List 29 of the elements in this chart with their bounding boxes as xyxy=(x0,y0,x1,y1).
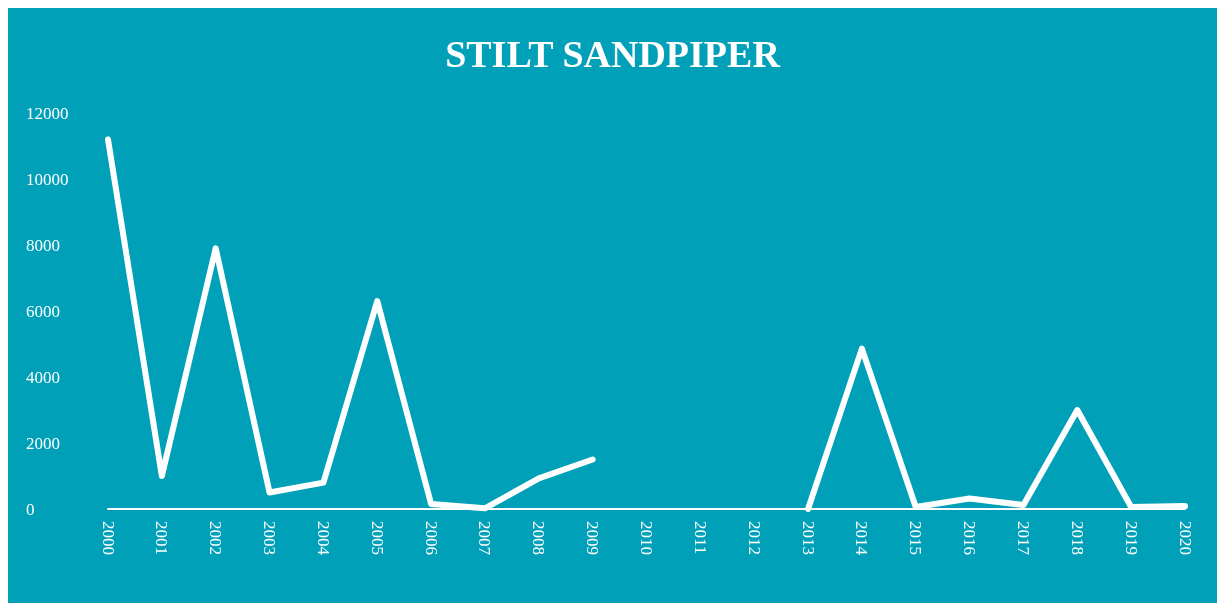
x-tick-label: 2007 xyxy=(475,521,495,556)
y-tick-label: 8000 xyxy=(26,235,60,255)
x-tick-label: 2013 xyxy=(798,521,818,555)
y-tick-label: 10000 xyxy=(26,169,69,189)
chart-title: STILT SANDPIPER xyxy=(445,33,781,75)
y-tick-label: 12000 xyxy=(26,103,69,123)
y-tick-label: 6000 xyxy=(26,301,60,321)
x-tick-label: 2010 xyxy=(637,521,656,555)
x-tick-label: 2009 xyxy=(583,521,603,555)
x-tick-label: 2008 xyxy=(529,521,549,555)
x-tick-label: 2005 xyxy=(367,521,387,555)
x-tick-label: 2016 xyxy=(960,521,980,555)
x-tick-label: 2020 xyxy=(1175,521,1195,555)
x-tick-label: 2002 xyxy=(206,521,226,555)
x-tick-label: 2004 xyxy=(313,521,333,556)
x-tick-label: 2012 xyxy=(744,521,764,555)
y-tick-label: 0 xyxy=(26,499,35,519)
y-tick-label: 4000 xyxy=(26,367,60,387)
x-tick-label: 2011 xyxy=(690,521,710,555)
x-tick-label: 2006 xyxy=(421,521,441,555)
x-tick-label: 2015 xyxy=(906,521,926,555)
x-tick-label: 2001 xyxy=(152,521,172,555)
x-tick-label: 2000 xyxy=(98,521,118,555)
y-tick-label: 2000 xyxy=(26,433,60,453)
x-tick-label: 2017 xyxy=(1013,521,1033,556)
x-tick-label: 2018 xyxy=(1067,521,1087,555)
x-tick-label: 2003 xyxy=(260,521,280,555)
x-tick-label: 2019 xyxy=(1121,521,1141,555)
x-tick-label: 2014 xyxy=(852,521,872,556)
